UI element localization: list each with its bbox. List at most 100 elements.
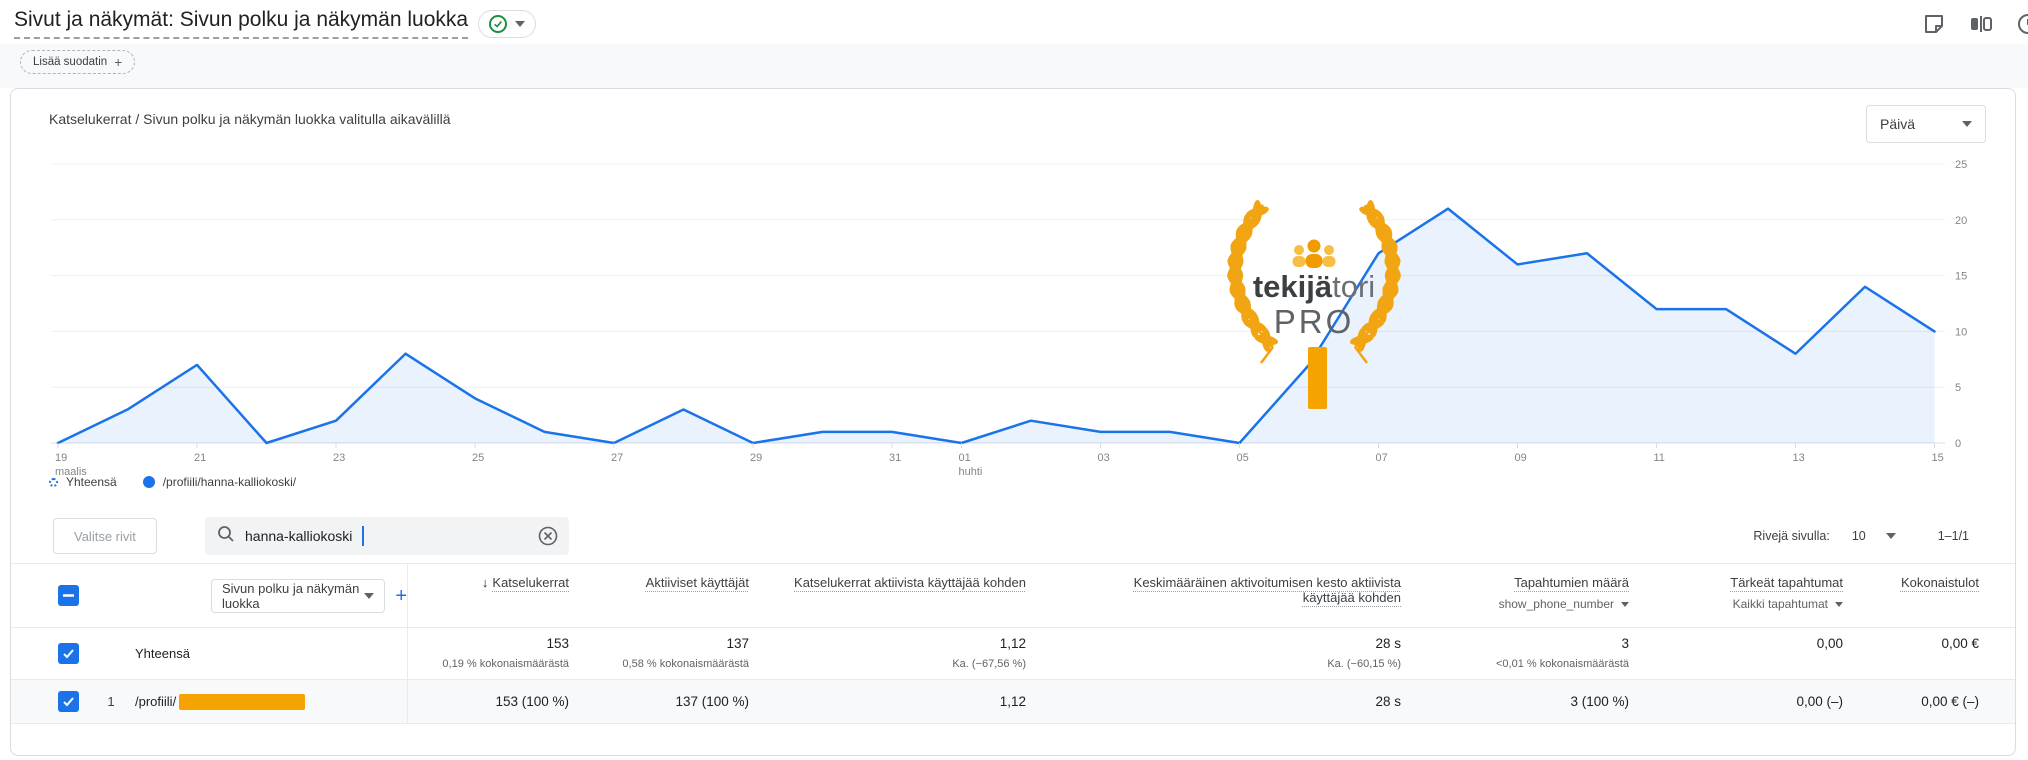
column-header-avg-engagement[interactable]: Keskimääräinen aktivoitumisen kesto akti…	[1133, 575, 1401, 605]
table-totals-row: Yhteensä 153 0,19 % kokonaismäärästä 137 0…	[11, 628, 2015, 680]
x-axis-sublabel: maalis	[55, 466, 87, 478]
row-key-events: 0,00 (–)	[1796, 694, 1843, 709]
search-input[interactable]	[245, 528, 495, 544]
wreath-leaf	[1368, 313, 1378, 338]
wreath-leaf	[1236, 219, 1260, 233]
clear-search-icon[interactable]	[537, 525, 559, 552]
column-header-active-users[interactable]: Aktiiviset käyttäjät	[645, 575, 749, 590]
x-axis-label: 27	[611, 452, 623, 464]
chart-legend: Yhteensä /profiili/hanna-kalliokoski/	[49, 475, 296, 489]
add-filter-chip[interactable]: Lisää suodatin +	[20, 50, 136, 74]
row-event-count: 3 (100 %)	[1570, 694, 1629, 709]
search-icon	[217, 525, 235, 548]
y-axis-label: 20	[1955, 215, 1967, 227]
search-box[interactable]	[205, 517, 569, 555]
x-axis-label: 13	[1793, 452, 1805, 464]
redaction-bar	[179, 693, 306, 710]
legend-label: Yhteensä	[66, 475, 117, 489]
totals-avg-engagement-sub: Ka. (−60,15 %)	[1327, 658, 1401, 670]
select-all-checkbox[interactable]	[58, 585, 79, 606]
table-row[interactable]: 1 /profiili/ 153 (100 %) 137 (100 %) 1,1…	[11, 680, 2015, 724]
granularity-value: Päivä	[1880, 116, 1916, 132]
totals-active-users: 137	[726, 636, 749, 651]
chart-axes: 19 maalis 21 23 25 27 29 31 01 huhti 03 05 07 09 11 13 1…	[55, 443, 1944, 478]
laurel-wreath-icon	[1227, 200, 1401, 364]
wreath-leaf	[1376, 232, 1398, 248]
totals-event-count: 3	[1621, 636, 1629, 651]
add-dimension-button[interactable]: +	[395, 584, 407, 607]
line-chart[interactable]: 05 10 15 20 25 tekijätori PRO 19 maalis 21 23 25…	[11, 149, 2016, 489]
filter-bar: Lisää suodatin +	[0, 44, 2028, 88]
rows-per-page-value[interactable]: 10	[1851, 529, 1866, 543]
totals-label: Yhteensä	[135, 646, 190, 661]
totals-row-checkbox[interactable]	[58, 643, 79, 664]
legend-item-series[interactable]: /profiili/hanna-kalliokoski/	[142, 475, 297, 489]
wreath-leaf	[1250, 313, 1260, 338]
x-axis-label: 01	[959, 452, 971, 464]
totals-views-per-user-sub: Ka. (−67,56 %)	[952, 658, 1026, 670]
key-event-filter-select[interactable]: Kaikki tapahtumat	[1733, 597, 1843, 611]
x-axis-label: 19	[55, 452, 67, 464]
table-header-row: Sivun polku ja näkymän luokka + ↓ Katselu…	[11, 564, 2015, 628]
y-axis-label: 25	[1955, 159, 1967, 171]
column-header-views[interactable]: ↓ Katselukerrat	[481, 575, 569, 590]
page-title[interactable]: Sivut ja näkymät: Sivun polku ja näkymän…	[14, 8, 469, 39]
wreath-stem	[1260, 346, 1274, 364]
x-axis-label: 05	[1237, 452, 1249, 464]
y-axis-label: 10	[1955, 326, 1967, 338]
sort-desc-icon: ↓	[481, 575, 489, 590]
add-filter-label: Lisää suodatin	[33, 56, 108, 68]
wreath-leaf	[1377, 299, 1387, 324]
chevron-down-icon	[1835, 601, 1843, 607]
row-active-users: 137 (100 %)	[675, 694, 749, 709]
dimension-select[interactable]: Sivun polku ja näkymän luokka	[211, 578, 386, 613]
note-icon[interactable]	[1922, 12, 1946, 41]
legend-label: /profiili/hanna-kalliokoski/	[162, 475, 297, 489]
column-header-views-per-user[interactable]: Katselukerrat aktiivista käyttäjää kohde…	[794, 575, 1026, 590]
totals-views-per-user: 1,12	[999, 636, 1026, 651]
totals-event-count-sub: <0,01 % kokonaismäärästä	[1496, 658, 1629, 670]
row-total-revenue: 0,00 € (–)	[1921, 694, 1979, 709]
chart-gridlines: 0 5 10 15 20 25	[51, 159, 1967, 450]
select-rows-button[interactable]: Valitse rivit	[53, 518, 157, 554]
column-header-key-events[interactable]: Tärkeät tapahtumat	[1730, 575, 1843, 590]
x-axis-label: 23	[333, 452, 345, 464]
event-filter-select[interactable]: show_phone_number	[1499, 597, 1629, 611]
granularity-select[interactable]: Päivä	[1866, 105, 1986, 143]
row-views: 153 (100 %)	[495, 694, 569, 709]
chevron-down-icon	[1621, 601, 1629, 607]
totals-avg-engagement: 28 s	[1375, 636, 1401, 651]
ab-compare-icon[interactable]	[1968, 12, 1994, 41]
watermark-brand: tekijätori	[1253, 269, 1375, 304]
chevron-down-icon	[364, 592, 375, 599]
totals-views: 153	[546, 636, 569, 651]
watermark-tier: PRO	[1274, 303, 1355, 340]
pagination: Rivejä sivulla: 10 1–1/1	[1753, 513, 1969, 559]
wreath-leaf	[1261, 327, 1272, 352]
report-card: Katselukerrat / Sivun polku ja näkymän l…	[10, 88, 2016, 756]
wreath-leaf	[1359, 206, 1383, 218]
people-icon	[1292, 239, 1336, 268]
chevron-down-icon[interactable]	[1885, 533, 1896, 539]
dotted-circle-marker-icon	[49, 477, 58, 487]
row-checkbox[interactable]	[58, 691, 79, 712]
chevron-down-icon	[1962, 121, 1972, 127]
column-header-event-count[interactable]: Tapahtumien määrä	[1514, 575, 1629, 590]
x-axis-label: 25	[472, 452, 484, 464]
column-header-total-revenue[interactable]: Kokonaistulot	[1900, 575, 1979, 590]
totals-key-events: 0,00	[1816, 636, 1843, 651]
watermark: tekijätori PRO	[1227, 200, 1401, 364]
watermark-backdrop	[1228, 203, 1400, 351]
series-line	[56, 207, 1936, 445]
totals-active-users-sub: 0,58 % kokonaismäärästä	[622, 658, 749, 670]
report-status-badge[interactable]	[478, 9, 537, 38]
x-axis-label: 15	[1932, 452, 1944, 464]
dimension-select-value: Sivun polku ja näkymän luokka	[222, 580, 360, 611]
x-axis-label: 21	[194, 452, 206, 464]
clock-icon[interactable]	[2016, 12, 2028, 41]
table-controls: Valitse rivit Rivejä sivulla: 10 1–1/1	[11, 513, 2015, 559]
text-cursor	[362, 526, 364, 546]
x-axis-label: 11	[1654, 452, 1665, 464]
row-avg-engagement: 28 s	[1375, 694, 1401, 709]
legend-item-total[interactable]: Yhteensä	[49, 475, 117, 489]
